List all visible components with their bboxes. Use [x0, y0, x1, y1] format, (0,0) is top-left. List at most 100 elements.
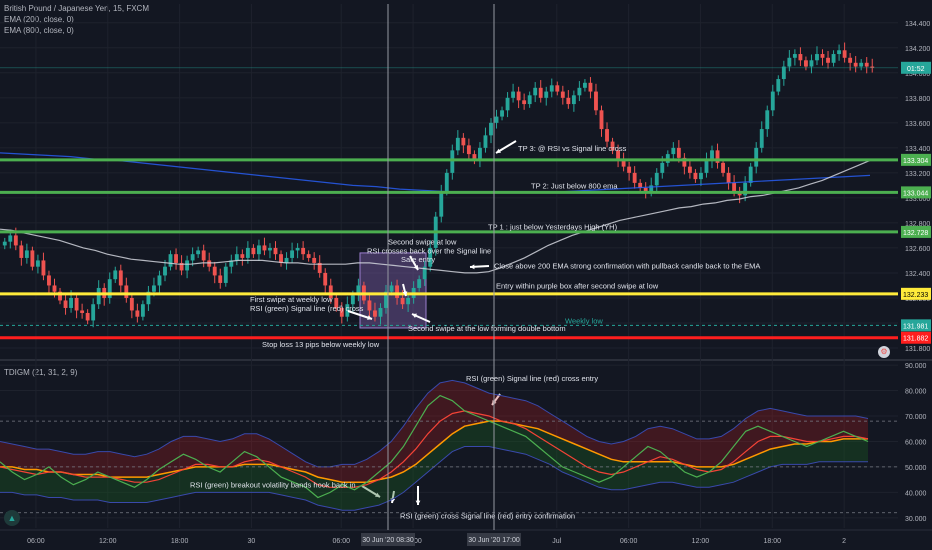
crosshair-time-label: 30 Jun '20 08:30 — [362, 537, 414, 544]
indicator-axis-tick: 30.000 — [905, 516, 927, 523]
candle-body — [687, 166, 692, 173]
level-price-tag — [901, 287, 931, 300]
current-price-tag — [901, 61, 931, 74]
candle-body — [759, 129, 764, 148]
indicator-axis-tick: 50.000 — [905, 465, 927, 472]
candle-body — [339, 307, 344, 317]
candle-body — [223, 266, 228, 283]
indicator-rsi-line — [0, 394, 869, 499]
tradingview-logo-icon[interactable]: ▲ — [4, 510, 20, 526]
candle-body — [85, 312, 90, 321]
time-axis-tick: 06:00 — [27, 538, 45, 545]
candle-body — [671, 147, 676, 155]
gear-icon[interactable]: ⚙ — [878, 346, 890, 358]
candle-body — [284, 257, 289, 263]
candle-body — [301, 247, 306, 255]
crosshair-time-label: 30 Jun '20 17:00 — [468, 537, 520, 544]
time-axis-tick: 06:00 — [620, 538, 638, 545]
indicator-axis-tick: 60.000 — [905, 439, 927, 446]
candle-body — [826, 57, 830, 63]
candle-body — [406, 297, 411, 305]
candle-body — [384, 291, 388, 308]
level-price-label: 133.044 — [903, 190, 928, 197]
price-annotation: First swipe at weekly low — [250, 295, 333, 304]
candle-body — [367, 300, 372, 311]
candle-body — [594, 91, 598, 111]
price-axis-tick: 134.400 — [905, 21, 930, 28]
candle-body — [13, 235, 18, 246]
price-axis-tick: 133.400 — [905, 146, 930, 153]
candle-body — [754, 147, 759, 167]
candle-body — [599, 110, 604, 130]
candle-body — [472, 154, 477, 161]
candle-body — [201, 250, 206, 261]
candle-body — [69, 297, 74, 308]
candle-body — [312, 257, 317, 263]
annotation-arrowhead — [415, 500, 421, 505]
price-axis-tick: 133.600 — [905, 121, 930, 128]
price-axis-tick: 132.800 — [905, 221, 930, 228]
candle-body — [660, 162, 665, 173]
ema200-legend[interactable]: EMA (200, close, 0) — [4, 15, 74, 24]
symbol-title: British Pound / Japanese Yen, 15, FXCM — [4, 4, 149, 13]
candle-body — [146, 291, 151, 305]
indicator-legend[interactable]: TDIGM (21, 31, 2, 9) — [4, 368, 78, 377]
candle-body — [450, 150, 455, 173]
candle-body — [428, 247, 433, 267]
annotation-arrowhead — [375, 492, 380, 497]
ema200-line — [0, 159, 871, 274]
level-price-label: 131.882 — [903, 336, 928, 343]
time-axis-tick: 18:00 — [764, 538, 782, 545]
candle-body — [864, 62, 869, 67]
level-price-label: 132.233 — [903, 292, 928, 299]
candle-body — [571, 95, 576, 105]
indicator-axis-tick: 90.000 — [905, 363, 927, 370]
candle-body — [699, 172, 703, 180]
candle-body — [715, 150, 720, 163]
candle-body — [256, 245, 261, 255]
weekly-low-label: 131.981 — [903, 323, 928, 330]
candle-body — [107, 279, 112, 298]
price-axis-tick: 133.000 — [905, 196, 930, 203]
candle-body — [500, 110, 504, 117]
candle-body — [58, 291, 62, 301]
candle-body — [124, 285, 129, 298]
candle-body — [317, 262, 322, 273]
candle-body — [24, 250, 29, 258]
candle-body — [240, 254, 245, 258]
annotation-arrowhead — [470, 264, 475, 270]
price-annotation: Safe entry — [401, 255, 435, 264]
candle-body — [417, 279, 422, 288]
candle-body — [163, 266, 167, 276]
time-axis-tick: 06:00 — [332, 538, 350, 545]
candle-body — [461, 137, 466, 146]
price-annotation: Entry within purple box after second swi… — [496, 281, 659, 290]
candle-body — [654, 172, 659, 186]
candle-body — [853, 62, 858, 67]
level-price-tag — [901, 186, 931, 199]
crosshair-time-tag — [467, 533, 521, 546]
candle-body — [770, 91, 775, 111]
candle-body — [41, 260, 46, 276]
level-price-label: 133.304 — [903, 158, 928, 165]
candle-body — [798, 54, 803, 61]
candle-body — [52, 285, 57, 292]
candle-body — [682, 157, 687, 167]
indicator-band-upper-fill — [0, 380, 868, 483]
ema800-legend[interactable]: EMA (800, close, 0) — [4, 26, 74, 35]
candle-body — [395, 285, 399, 298]
candle-body — [63, 300, 68, 308]
candle-body — [549, 85, 554, 92]
candle-body — [328, 285, 333, 298]
candle-body — [494, 116, 499, 123]
time-axis-tick: 18:00 — [171, 538, 189, 545]
candle-body — [632, 172, 637, 183]
candle-body — [91, 304, 96, 321]
candle-body — [8, 235, 13, 242]
candle-body — [859, 62, 864, 67]
candle-body — [511, 91, 516, 98]
time-axis-tick: 12:00 — [692, 538, 710, 545]
candle-body — [466, 145, 471, 155]
candle-body — [152, 285, 156, 292]
